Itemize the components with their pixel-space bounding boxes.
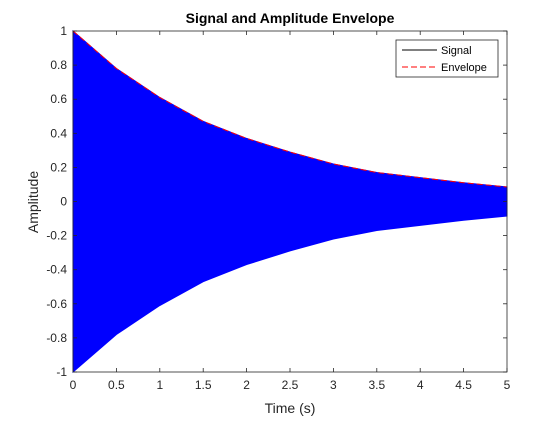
y-tick-label: 0.4 [50,126,67,140]
x-tick-label: 5 [504,378,511,392]
x-tick-label: 3.5 [368,378,385,392]
plot-area: 0 0.5 1 1.5 2 2.5 3 3.5 4 4.5 5 -1 -0.8 -0.6 -0.4 -0.2 0… [46,24,510,392]
y-tick-label: -1 [56,365,67,379]
x-tick-label: 1 [156,378,163,392]
x-tick-label: 0.5 [108,378,125,392]
series-envelope [72,30,508,188]
y-axis-label: Amplitude [25,171,41,233]
y-tick-label: 0.6 [50,92,67,106]
legend: Signal Envelope [395,39,499,78]
x-tick-label: 4 [417,378,424,392]
x-axis-label: Time (s) [265,400,316,416]
x-tick-label: 4.5 [455,378,472,392]
legend-box [395,39,499,78]
chart-title: Signal and Amplitude Envelope [186,10,395,26]
y-tick-label: -0.4 [46,263,67,277]
x-tick-label: 3 [330,378,337,392]
y-tick-label: 0 [60,195,67,209]
x-tick-label: 2.5 [282,378,299,392]
y-tick-label: -0.6 [46,297,67,311]
y-tick-label: 1 [60,24,67,38]
y-tick-label: 0.2 [50,160,67,174]
y-tick-label: -0.2 [46,229,67,243]
x-tick-label: 2 [243,378,250,392]
y-tick-label: 0.8 [50,58,67,72]
legend-label-signal: Signal [441,45,472,57]
legend-label-envelope: Envelope [441,62,487,74]
y-tick-label: -0.8 [46,331,67,345]
x-tick-label: 1.5 [195,378,212,392]
x-tick-label: 0 [70,378,77,392]
